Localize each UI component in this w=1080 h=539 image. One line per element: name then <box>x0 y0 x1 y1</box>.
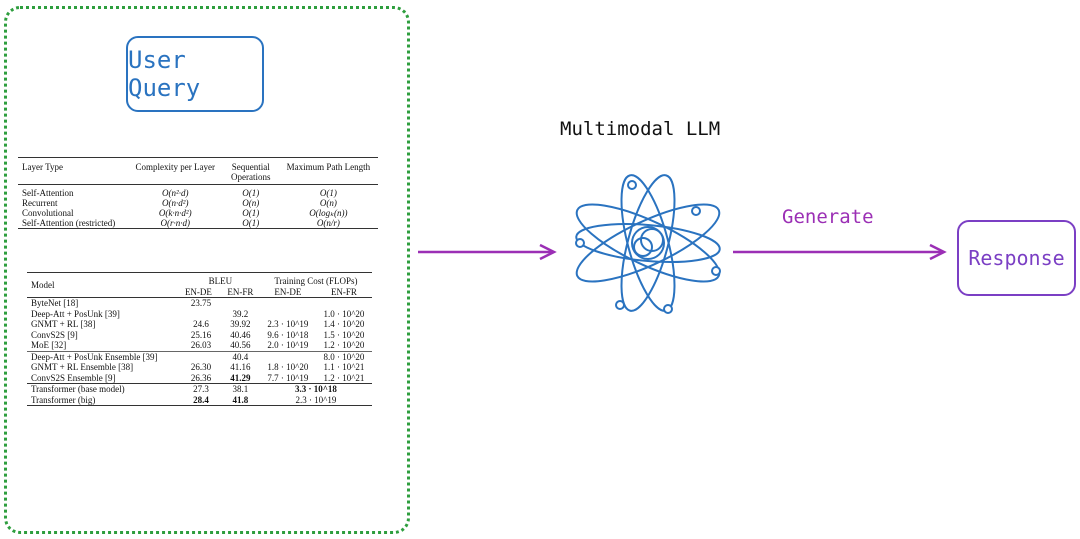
table-cell: 40.56 <box>230 340 251 350</box>
table-row: ByteNet [18] 23.75 <box>27 298 372 309</box>
table-cell: O(k·n·d²) <box>158 208 192 218</box>
table-cell: 25.16 <box>190 329 212 340</box>
table-header-row: Layer Type Complexity per Layer Sequenti… <box>18 157 378 185</box>
table-cell: 1.2 · 10^21 <box>323 372 365 383</box>
table-cell: Deep-Att + PosUnk Ensemble [39] <box>27 350 181 362</box>
subheader: EN-DE <box>259 286 316 298</box>
header: Sequential Operations <box>222 157 279 185</box>
arrow-to-llm <box>418 243 557 261</box>
table-cell <box>259 350 316 362</box>
bleu-results-table: Model BLEU Training Cost (FLOPs) EN-DE E… <box>27 272 372 406</box>
table-cell: 41.16 <box>230 362 251 372</box>
table-cell: 40.4 <box>220 350 260 362</box>
table-cell: O(1) <box>242 188 260 198</box>
table-cell: 23.75 <box>190 298 212 308</box>
table-cell: Deep-Att + PosUnk [39] <box>31 308 120 319</box>
table-cell: 26.36 <box>190 372 212 383</box>
header: Complexity per Layer <box>127 157 223 185</box>
table-cell: 8.0 · 10^20 <box>315 350 372 362</box>
table-cell: 27.3 <box>180 383 221 395</box>
table-cell: Transformer (big) <box>31 394 96 405</box>
table-cell: 7.7 · 10^19 <box>267 372 309 383</box>
table-cell: 26.03 <box>190 340 212 350</box>
table-row: Self-Attention (restricted) O(r·n·d) O(1) O… <box>18 218 378 229</box>
subheader: EN-FR <box>220 286 260 298</box>
table-cell: 28.4 <box>193 394 209 405</box>
atom-icon <box>575 174 721 314</box>
generate-label: Generate <box>782 206 874 228</box>
table-cell: ConvS2S [9] <box>31 329 78 340</box>
table-cell: 1.4 · 10^20 <box>323 319 365 329</box>
table-cell: MoE [32] <box>31 340 67 350</box>
table-row: GNMT + RL [38] 24.6 39.92 2.3 · 10^19 1.4 · … <box>27 319 372 330</box>
header: BLEU <box>208 276 233 286</box>
table-cell <box>180 350 221 362</box>
table-row: Transformer (big) 28.4 41.8 2.3 · 10^19 <box>27 395 372 406</box>
table-cell: O(n) <box>319 198 337 208</box>
response-box: Response <box>957 220 1076 296</box>
table-cell: 1.8 · 10^20 <box>267 362 309 372</box>
header: Layer Type <box>18 157 128 185</box>
table-cell: Convolutional <box>22 208 74 218</box>
table-subheader-row: EN-DE EN-FR EN-DE EN-FR <box>27 286 372 298</box>
table-cell: O(n²·d) <box>162 188 189 198</box>
header: Training Cost (FLOPs) <box>274 276 358 286</box>
table-cell: O(1) <box>242 218 260 228</box>
table-cell: 1.0 · 10^20 <box>323 308 365 319</box>
table-row: Self-Attention O(n²·d) O(1) O(1) <box>18 185 378 199</box>
table-cell: 3.3 · 10^18 <box>259 383 372 395</box>
table-row: Convolutional O(k·n·d²) O(1) O(logₖ(n)) <box>18 208 378 218</box>
table-row: Transformer (base model) 27.3 38.1 3.3 · 10… <box>27 383 372 395</box>
table-cell: Recurrent <box>22 198 58 208</box>
table-row: Recurrent O(n·d²) O(n) O(n) <box>18 198 378 208</box>
model-label: Multimodal LLM <box>560 118 721 140</box>
table-cell: 38.1 <box>220 383 260 395</box>
table-row: Deep-Att + PosUnk [39] 39.2 1.0 · 10^20 <box>27 309 372 320</box>
header: Model <box>27 272 181 298</box>
table-cell: 2.0 · 10^19 <box>267 340 309 350</box>
table-cell: O(n/r) <box>316 218 340 228</box>
table-header-row: Model BLEU Training Cost (FLOPs) <box>27 272 372 298</box>
table-row: ConvS2S Ensemble [9] 26.36 41.29 7.7 · 10^1… <box>27 373 372 384</box>
table-cell: O(n·d²) <box>162 198 189 208</box>
table-cell: 2.3 · 10^19 <box>267 319 309 329</box>
table-cell: 26.30 <box>190 362 212 372</box>
table-cell: O(1) <box>242 208 260 218</box>
table-cell: O(n) <box>242 198 260 208</box>
table-row: GNMT + RL Ensemble [38] 26.30 41.16 1.8 · 1… <box>27 362 372 373</box>
table-cell: 41.29 <box>230 372 251 383</box>
table-cell: O(r·n·d) <box>160 218 191 228</box>
table-cell: 40.46 <box>230 329 251 340</box>
table-cell: O(logₖ(n)) <box>309 208 348 218</box>
table-cell: Transformer (base model) <box>27 383 181 395</box>
table-row: Deep-Att + PosUnk Ensemble [39] 40.4 8.0 ·… <box>27 350 372 362</box>
table-cell: 39.92 <box>230 319 251 329</box>
table-cell: GNMT + RL [38] <box>31 319 96 329</box>
subheader: EN-DE <box>180 286 221 298</box>
table-cell: 39.2 <box>232 308 249 319</box>
header: Maximum Path Length <box>278 157 378 185</box>
table-cell: O(1) <box>319 188 337 198</box>
table-cell: 24.6 <box>193 319 209 329</box>
table-cell: 2.3 · 10^19 <box>295 394 337 405</box>
table-cell: 41.8 <box>232 394 249 405</box>
table-cell: ByteNet [18] <box>31 298 79 308</box>
table-row: ConvS2S [9] 25.16 40.46 9.6 · 10^18 1.5 · 10… <box>27 330 372 341</box>
user-query-box: User Query <box>126 36 264 112</box>
table-cell: Self-Attention (restricted) <box>22 218 116 228</box>
table-row: MoE [32] 26.03 40.56 2.0 · 10^19 1.2 · 10^20 <box>27 340 372 351</box>
table-cell: GNMT + RL Ensemble [38] <box>31 362 134 372</box>
arrow-to-response <box>733 243 947 261</box>
table-cell: ConvS2S Ensemble [9] <box>31 372 116 383</box>
table-cell: 9.6 · 10^18 <box>267 329 309 340</box>
subheader: EN-FR <box>315 286 372 298</box>
complexity-table: Layer Type Complexity per Layer Sequenti… <box>18 157 378 229</box>
table-cell: 1.5 · 10^20 <box>323 329 365 340</box>
input-group-frame <box>4 6 410 534</box>
table-cell: 1.2 · 10^20 <box>323 340 365 350</box>
table-cell: Self-Attention <box>22 188 74 198</box>
table-cell: 1.1 · 10^21 <box>323 362 365 372</box>
